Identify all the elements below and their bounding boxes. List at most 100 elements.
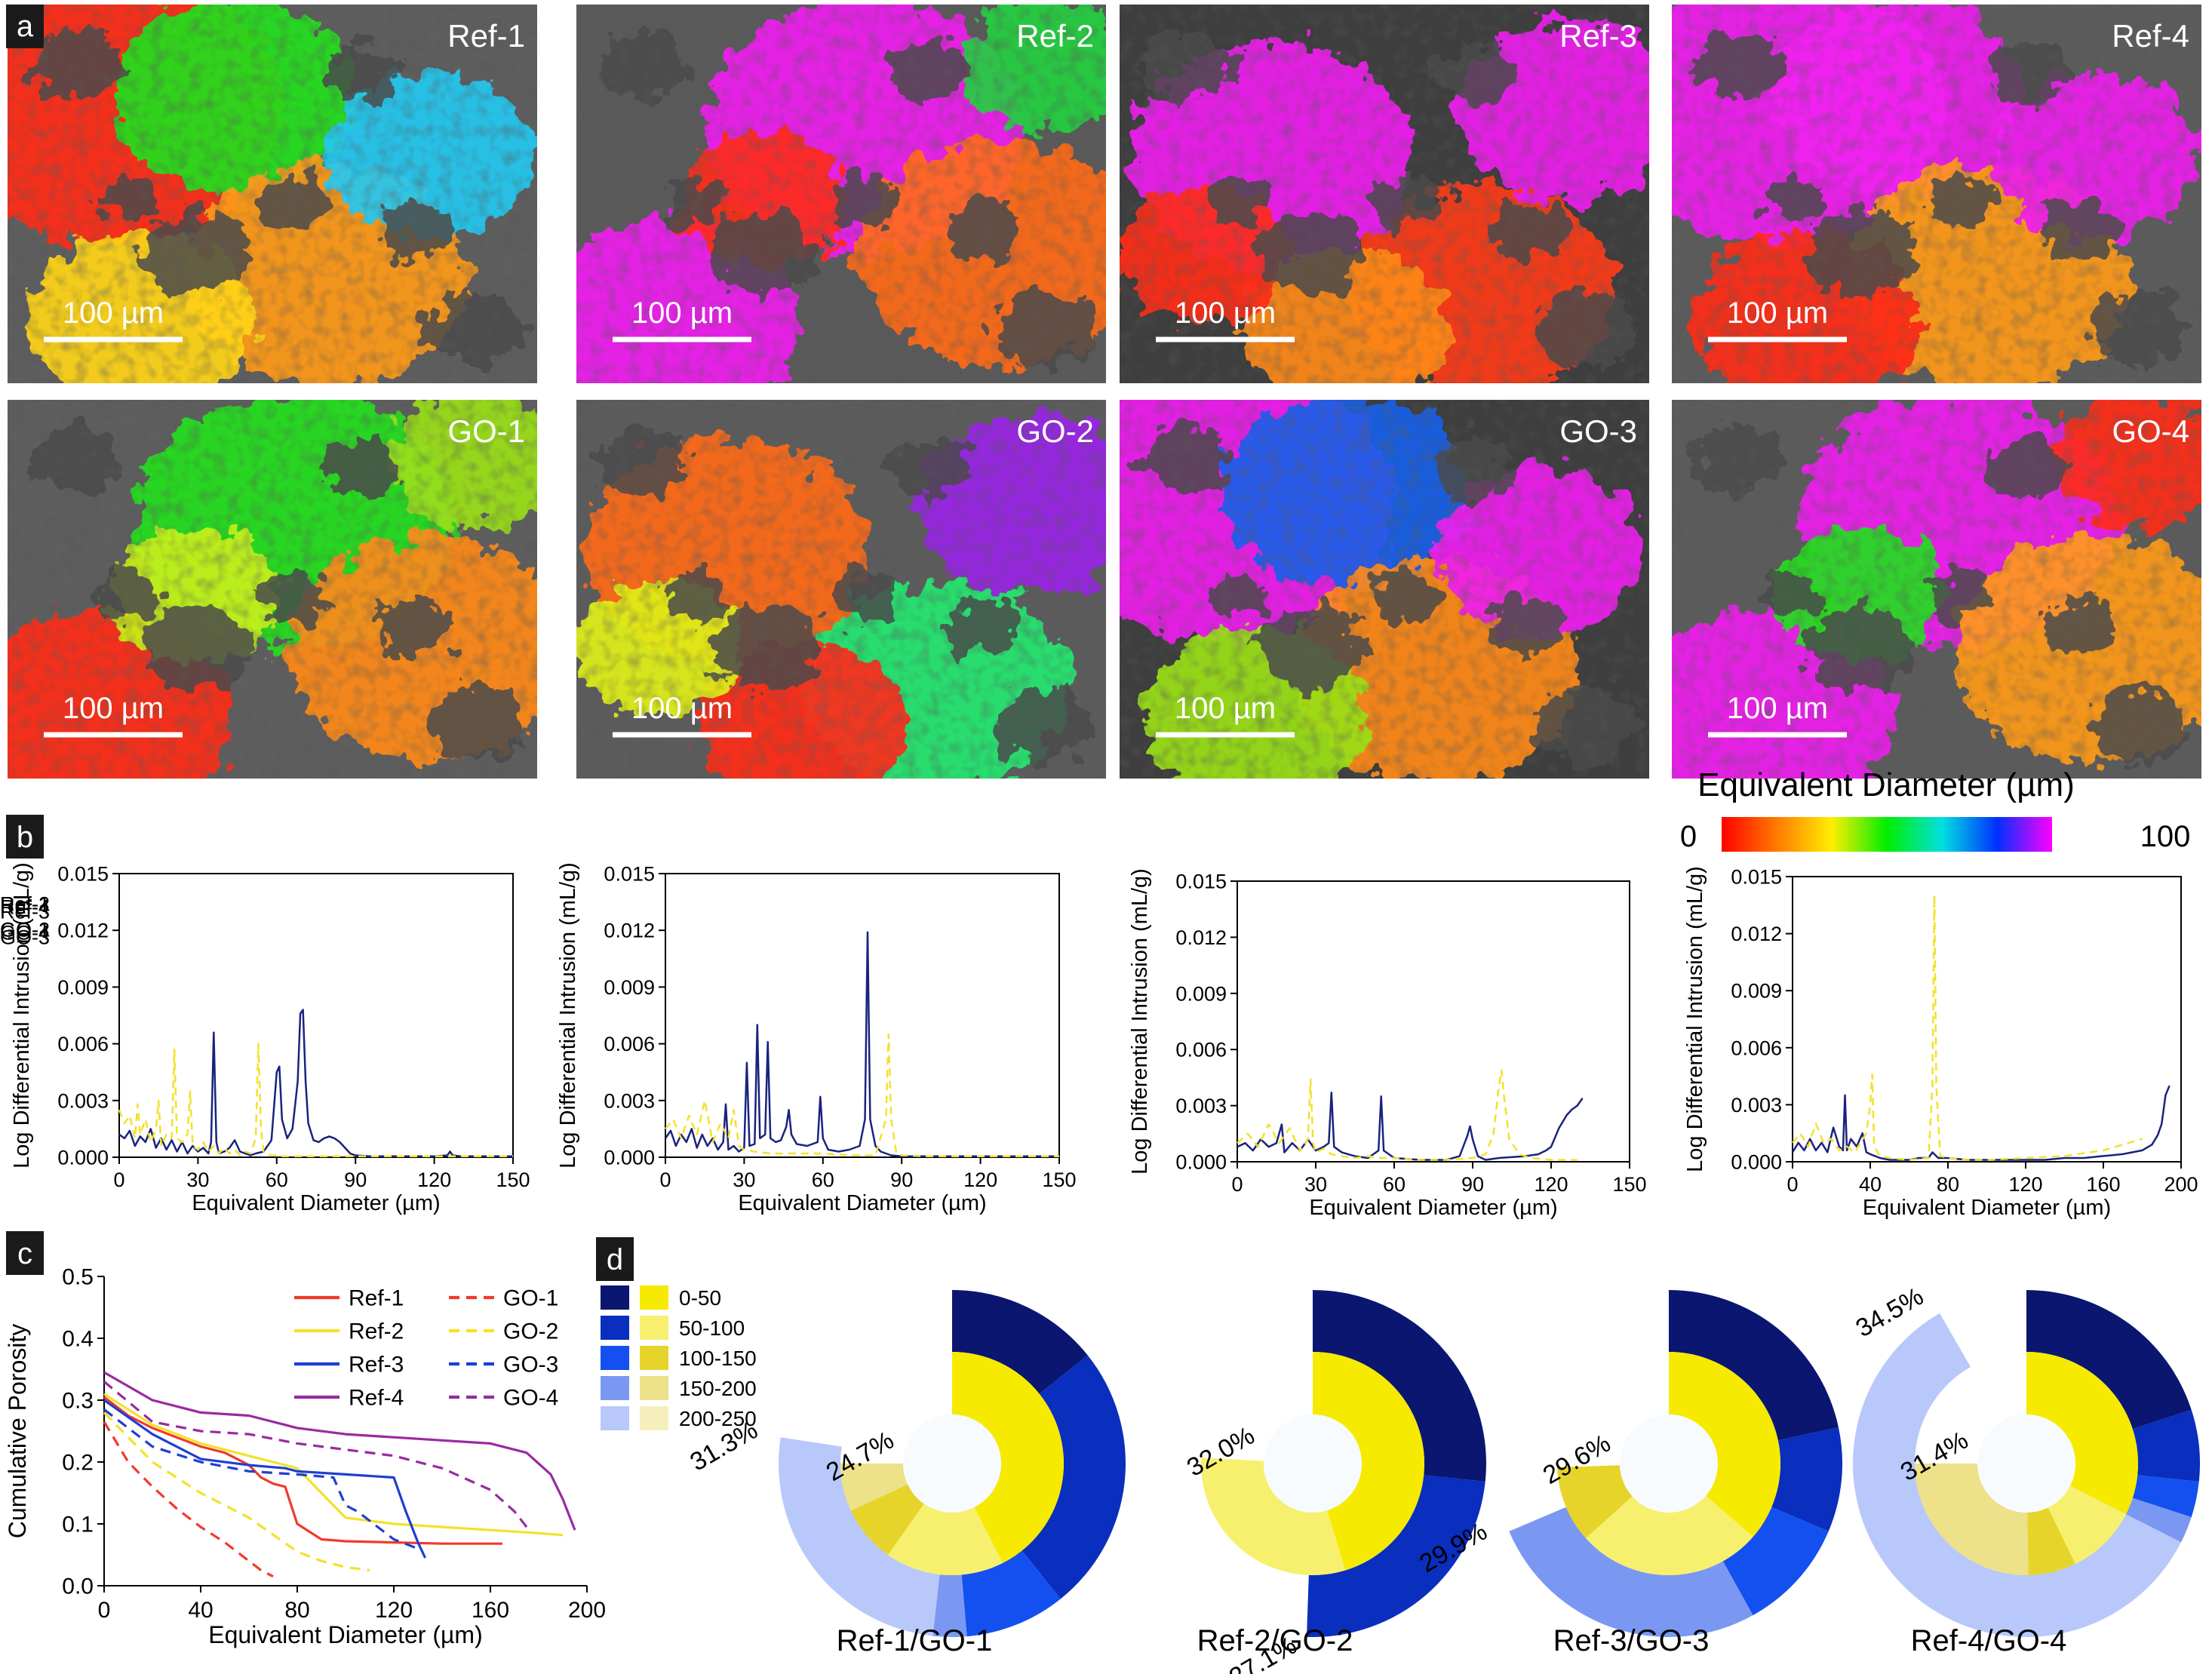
x-tick-label: 150 — [1042, 1169, 1076, 1191]
y-axis-label: Log Differential Intrusion (mL/g) — [10, 862, 34, 1169]
x-tick-label: 160 — [472, 1598, 509, 1623]
micrograph-ref-2: Ref-2 100 µm — [576, 5, 1106, 383]
donut-2: 27.1%32.0%Ref-2/GO-2 — [1182, 1290, 1486, 1674]
scale-bar-label: 100 µm — [631, 296, 733, 330]
inner-ring-slice — [2026, 1352, 2138, 1515]
scale-bar-label: 100 µm — [631, 692, 733, 725]
inner-ring-slice — [1313, 1352, 1425, 1571]
x-tick-label: 0 — [98, 1598, 111, 1623]
panel-letter-d: d — [607, 1243, 623, 1276]
y-tick-label: 0.009 — [604, 976, 655, 999]
y-tick-label: 0.0 — [62, 1574, 94, 1599]
y-tick-label: 0.5 — [62, 1265, 94, 1290]
x-tick-label: 80 — [284, 1598, 309, 1623]
y-axis-label: Log Differential Intrusion (mL/g) — [1128, 868, 1152, 1175]
micrograph-panel: Ref-1 100 µm Ref-2 100 µm Ref-3 100 µm Ref-4 10… — [8, 5, 2201, 779]
inner-ring-slice — [952, 1352, 1064, 1563]
series-line-ref-3 — [1237, 1091, 1584, 1161]
inner-ring-slice — [1557, 1465, 1633, 1539]
x-tick-label: 90 — [344, 1169, 367, 1191]
texture-overlay — [8, 400, 537, 779]
outer-ring-slice — [1022, 1355, 1126, 1599]
inner-ring-slice — [2027, 1507, 2075, 1575]
texture-overlay — [1120, 400, 1649, 779]
x-tick-label: 60 — [1383, 1173, 1406, 1196]
outer-ring-slice — [1313, 1290, 1486, 1482]
inner-ring-slice — [1201, 1457, 1346, 1575]
x-axis-label: Equivalent Diameter (µm) — [192, 1191, 440, 1215]
y-tick-label: 0.012 — [1731, 923, 1782, 945]
y-tick-label: 0.000 — [1731, 1150, 1782, 1173]
legend-swatch-inner — [640, 1285, 668, 1310]
colorbar-title: Equivalent Diameter (µm) — [1697, 766, 2075, 803]
y-tick-label: 0.000 — [57, 1146, 109, 1169]
x-axis-label: Equivalent Diameter (µm) — [738, 1191, 986, 1215]
micrograph-ref-1: Ref-1 100 µm — [8, 5, 537, 383]
legend-label: Ref-4 — [0, 895, 50, 918]
legend-label: Ref-2 — [0, 892, 50, 915]
x-tick-label: 0 — [113, 1169, 124, 1191]
x-tick-label: 0 — [1231, 1173, 1243, 1196]
outer-ring-slice — [961, 1550, 1061, 1637]
donut-hole — [1977, 1414, 2075, 1513]
series-line-go-3 — [1237, 1069, 1578, 1161]
legend-label: Ref-3 — [0, 900, 50, 923]
donut-title: Ref-2/GO-2 — [1197, 1624, 1353, 1657]
series-line-ref-2 — [103, 1393, 564, 1537]
scale-bar-label: 100 µm — [63, 296, 164, 330]
outer-ring-slice — [779, 1437, 940, 1636]
y-tick-label: 0.012 — [604, 920, 655, 942]
micrograph-go-2: GO-2 100 µm — [576, 400, 1106, 779]
micrograph-image — [8, 5, 537, 383]
x-tick-label: 80 — [1937, 1173, 1959, 1196]
legend-label: GO-3 — [503, 1353, 558, 1378]
series-line-go-2 — [665, 1033, 1059, 1157]
legend-swatch-outer — [601, 1316, 629, 1340]
legend-label: GO-4 — [0, 921, 50, 944]
x-tick-label: 0 — [659, 1169, 671, 1191]
texture-overlay — [1672, 400, 2201, 779]
intrusion-chart-4: 0 40 80 120 160 2000.0000.0030.0060.0090.0120… — [0, 865, 2198, 1220]
y-tick-label: 0.4 — [62, 1327, 94, 1352]
x-tick-label: 0 — [1786, 1173, 1798, 1196]
colorbar: Equivalent Diameter (µm) 0 100 — [1680, 766, 2191, 853]
legend-label: Ref-2 — [349, 1319, 404, 1344]
intrusion-chart-3: 0 30 60 90 120 150 0.000 0.003 0.006 0.009 0.012 0.… — [0, 868, 1647, 1220]
micrograph-ref-4: Ref-4 100 µm — [1672, 5, 2201, 383]
legend-label: GO-1 — [503, 1286, 558, 1311]
intrusion-chart-1: 0 30 60 90 120 150 0.000 0.003 0.006 0.009 0.012 0.… — [0, 862, 530, 1215]
y-tick-label: 0.2 — [62, 1451, 94, 1476]
x-axis-label: Equivalent Diameter (µm) — [1309, 1196, 1557, 1220]
x-tick-label: 200 — [2164, 1173, 2198, 1196]
y-tick-label: 0.3 — [62, 1389, 94, 1414]
donut-title: Ref-4/GO-4 — [1911, 1624, 2067, 1657]
donut-hole — [903, 1414, 1001, 1513]
legend-label: GO-4 — [503, 1386, 558, 1411]
legend-swatch-inner — [640, 1316, 668, 1340]
legend-swatch-inner — [640, 1406, 668, 1430]
y-axis-label: Log Differential Intrusion (mL/g) — [1683, 866, 1707, 1172]
micrograph-image — [1672, 400, 2201, 779]
y-tick-label: 0.015 — [604, 862, 655, 885]
legend-label: 50-100 — [679, 1316, 745, 1340]
y-tick-label: 0.015 — [57, 862, 109, 885]
y-tick-label: 0.003 — [1731, 1094, 1782, 1117]
legend-label: 100-150 — [679, 1347, 757, 1370]
micrograph-go-4: GO-4 100 µm — [1672, 400, 2201, 779]
y-tick-label: 0.006 — [1175, 1039, 1227, 1061]
x-tick-label: 60 — [812, 1169, 834, 1191]
legend-label: GO-2 — [503, 1319, 558, 1344]
inner-ring-slice — [850, 1484, 924, 1556]
legend-label: Ref-1 — [349, 1286, 404, 1311]
x-tick-label: 150 — [1612, 1173, 1646, 1196]
x-tick-label: 150 — [496, 1169, 530, 1191]
x-tick-label: 120 — [375, 1598, 413, 1623]
x-tick-label: 60 — [266, 1169, 288, 1191]
inner-ring-slice — [1669, 1352, 1780, 1537]
scale-bar-label: 100 µm — [1727, 692, 1828, 725]
outer-ring-slice — [1509, 1507, 1753, 1637]
y-tick-label: 0.006 — [1731, 1037, 1782, 1059]
y-tick-label: 0.000 — [604, 1146, 655, 1169]
scale-bar-label: 100 µm — [1175, 296, 1276, 330]
